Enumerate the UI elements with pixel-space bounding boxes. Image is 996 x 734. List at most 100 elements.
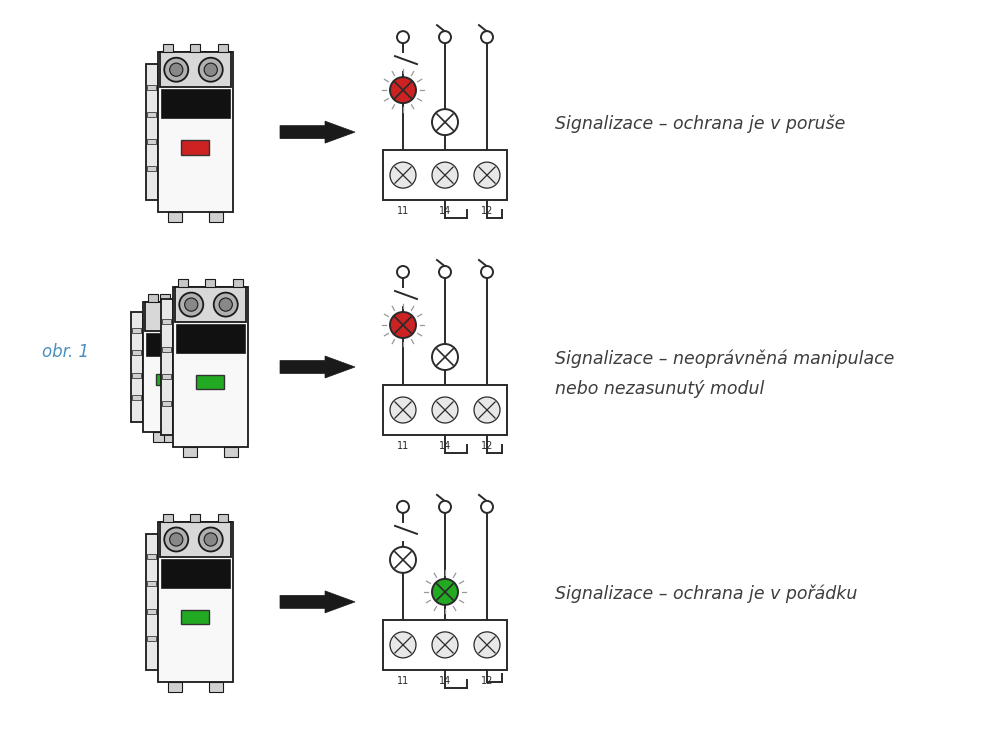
FancyBboxPatch shape (177, 279, 187, 287)
FancyBboxPatch shape (160, 90, 229, 118)
FancyBboxPatch shape (159, 52, 230, 87)
FancyBboxPatch shape (145, 534, 157, 670)
Text: 11: 11 (396, 206, 409, 216)
Circle shape (199, 58, 223, 81)
Polygon shape (280, 356, 355, 378)
Circle shape (169, 533, 183, 546)
FancyBboxPatch shape (147, 554, 155, 559)
Circle shape (390, 312, 416, 338)
Circle shape (432, 162, 458, 188)
Circle shape (474, 632, 500, 658)
Circle shape (474, 397, 500, 423)
Circle shape (481, 31, 493, 43)
FancyBboxPatch shape (159, 522, 230, 557)
FancyBboxPatch shape (232, 279, 242, 287)
Circle shape (397, 31, 409, 43)
FancyBboxPatch shape (147, 608, 155, 614)
FancyBboxPatch shape (145, 64, 157, 200)
Polygon shape (280, 121, 355, 143)
Text: 11: 11 (396, 441, 409, 451)
Text: 14: 14 (439, 676, 451, 686)
FancyBboxPatch shape (162, 346, 170, 352)
Circle shape (199, 528, 223, 551)
Text: obr. 1: obr. 1 (42, 343, 89, 361)
FancyBboxPatch shape (383, 150, 507, 200)
FancyBboxPatch shape (147, 84, 155, 90)
FancyBboxPatch shape (144, 302, 185, 330)
FancyBboxPatch shape (147, 294, 157, 302)
Circle shape (439, 266, 451, 278)
Text: nebo nezasunutý modul: nebo nezasunutý modul (555, 380, 764, 398)
FancyBboxPatch shape (190, 514, 200, 522)
FancyBboxPatch shape (157, 522, 232, 682)
Circle shape (204, 533, 217, 546)
FancyBboxPatch shape (223, 447, 237, 457)
FancyBboxPatch shape (160, 559, 229, 588)
Circle shape (397, 501, 409, 513)
Circle shape (164, 58, 188, 81)
Text: 14: 14 (439, 206, 451, 216)
FancyBboxPatch shape (180, 610, 209, 625)
Text: 12: 12 (481, 676, 493, 686)
Text: 12: 12 (481, 441, 493, 451)
Circle shape (390, 632, 416, 658)
FancyBboxPatch shape (156, 374, 173, 385)
FancyBboxPatch shape (162, 44, 172, 52)
FancyBboxPatch shape (147, 139, 155, 144)
FancyBboxPatch shape (162, 374, 170, 379)
FancyBboxPatch shape (175, 324, 244, 353)
Text: 14: 14 (439, 441, 451, 451)
FancyBboxPatch shape (162, 319, 170, 324)
Circle shape (481, 266, 493, 278)
Circle shape (390, 77, 416, 103)
FancyBboxPatch shape (205, 279, 215, 287)
FancyBboxPatch shape (383, 620, 507, 670)
Circle shape (390, 547, 416, 573)
FancyBboxPatch shape (132, 350, 140, 355)
Circle shape (481, 501, 493, 513)
FancyBboxPatch shape (147, 166, 155, 171)
Text: Signalizace – neoprávněná manipulace: Signalizace – neoprávněná manipulace (555, 349, 894, 368)
Circle shape (214, 293, 238, 316)
FancyBboxPatch shape (132, 395, 140, 399)
FancyBboxPatch shape (142, 302, 187, 432)
FancyBboxPatch shape (163, 432, 177, 442)
FancyBboxPatch shape (132, 328, 140, 333)
Circle shape (432, 632, 458, 658)
Circle shape (184, 298, 198, 311)
Circle shape (432, 344, 458, 370)
FancyBboxPatch shape (182, 447, 196, 457)
Circle shape (432, 109, 458, 135)
FancyBboxPatch shape (132, 373, 140, 377)
FancyBboxPatch shape (217, 44, 227, 52)
FancyBboxPatch shape (172, 294, 182, 302)
FancyBboxPatch shape (162, 401, 170, 406)
Circle shape (204, 63, 217, 76)
FancyBboxPatch shape (160, 299, 172, 435)
FancyBboxPatch shape (174, 287, 245, 322)
FancyBboxPatch shape (167, 212, 181, 222)
Circle shape (432, 397, 458, 423)
Circle shape (390, 397, 416, 423)
Text: 12: 12 (481, 206, 493, 216)
FancyBboxPatch shape (147, 112, 155, 117)
Circle shape (390, 162, 416, 188)
FancyBboxPatch shape (208, 212, 222, 222)
Circle shape (179, 293, 203, 316)
FancyBboxPatch shape (157, 52, 232, 212)
Circle shape (432, 579, 458, 605)
FancyBboxPatch shape (190, 44, 200, 52)
Text: Signalizace – ochrana je v poruše: Signalizace – ochrana je v poruše (555, 115, 846, 134)
FancyBboxPatch shape (196, 375, 224, 390)
Circle shape (219, 298, 232, 311)
FancyBboxPatch shape (383, 385, 507, 435)
FancyBboxPatch shape (172, 287, 247, 447)
Circle shape (439, 31, 451, 43)
Text: Signalizace – ochrana je v pořádku: Signalizace – ochrana je v pořádku (555, 584, 858, 603)
FancyBboxPatch shape (167, 682, 181, 692)
FancyBboxPatch shape (147, 636, 155, 641)
FancyBboxPatch shape (162, 514, 172, 522)
FancyBboxPatch shape (145, 333, 184, 356)
Circle shape (164, 528, 188, 551)
Circle shape (474, 162, 500, 188)
